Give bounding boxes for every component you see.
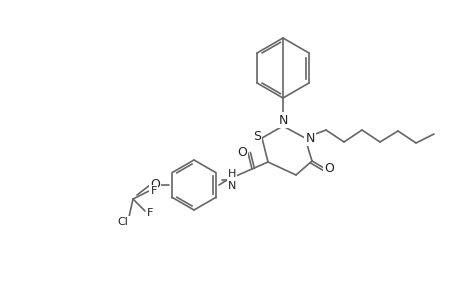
Text: F: F [151,186,157,196]
Text: O: O [236,146,246,160]
Text: Cl: Cl [118,217,128,227]
Text: N: N [305,131,314,145]
Text: O: O [150,178,160,191]
Text: F: F [146,208,153,218]
Text: H
N: H N [227,169,235,191]
Text: N: N [278,113,287,127]
Text: S: S [252,130,260,142]
Text: O: O [323,161,333,175]
